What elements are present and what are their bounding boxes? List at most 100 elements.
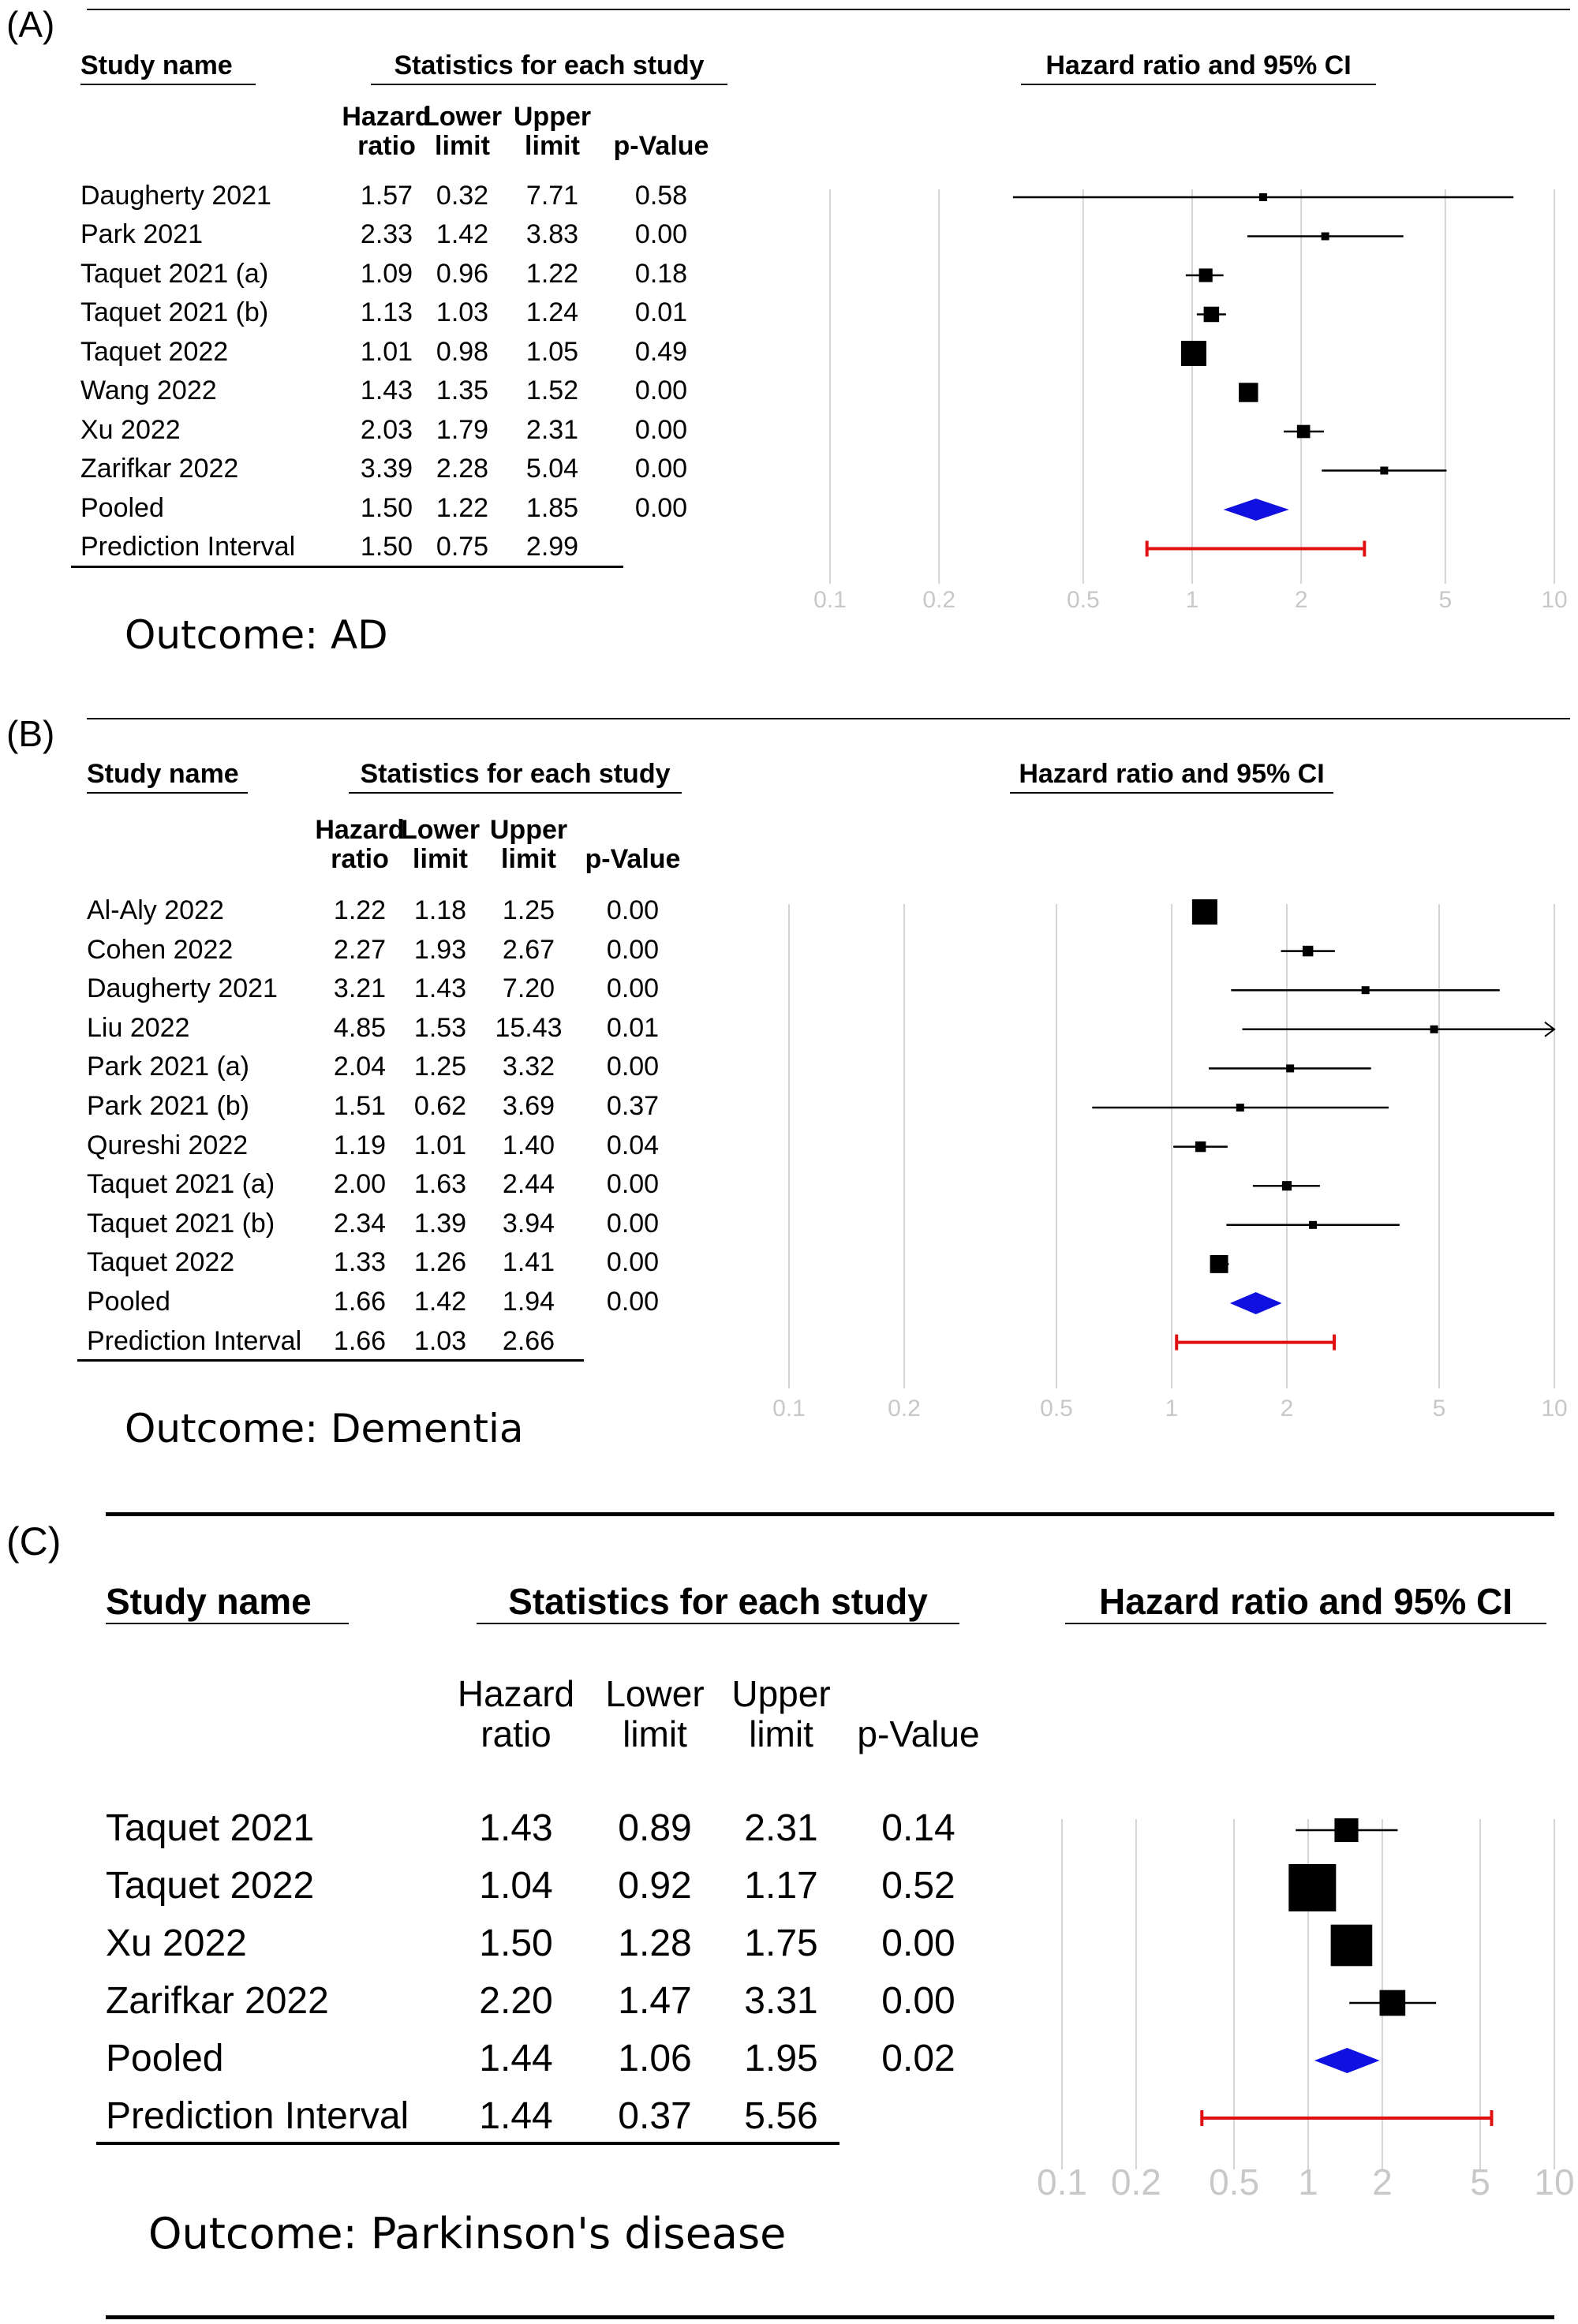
hr-point-box [1321, 232, 1329, 241]
x-tick-label: 0.5 [1040, 1396, 1073, 1422]
header-plot: Hazard ratio and 95% CI [1045, 50, 1352, 80]
header-plot-underline [1065, 1623, 1546, 1624]
p-value-cell: 0.00 [606, 1052, 660, 1082]
lower-limit-cell: 0.37 [618, 2095, 692, 2138]
col-header-hazard-ratio: Hazard ratio [323, 102, 450, 162]
study-name-cell: Park 2021 (a) [87, 1052, 249, 1082]
x-tick-label: 10 [1541, 587, 1567, 613]
study-name-cell: Prediction Interval [87, 1325, 302, 1356]
hr-point-box [1334, 1818, 1359, 1843]
p-value-cell: 0.01 [634, 297, 688, 328]
col-header-line: p-Value [585, 844, 681, 875]
table-bottom-rule [77, 1358, 584, 1362]
col-header-lower-limit: Lower limit [399, 102, 525, 162]
study-name-cell: Liu 2022 [87, 1012, 190, 1043]
panel-top-rule [87, 9, 1570, 10]
hazard-ratio-cell: 1.43 [360, 376, 413, 406]
col-header-line: Hazard [457, 1673, 575, 1714]
lower-limit-cell: 1.42 [436, 219, 489, 250]
p-value-cell: 0.00 [606, 1286, 660, 1317]
upper-limit-cell: 2.66 [502, 1325, 555, 1356]
header-plot-underline [1010, 792, 1333, 794]
panel-label: (A) [6, 4, 55, 45]
lower-limit-cell: 1.47 [618, 1980, 692, 2023]
x-tick-label: 0.5 [1067, 587, 1100, 613]
study-name-cell: Zarifkar 2022 [106, 1980, 329, 2023]
hazard-ratio-cell: 1.50 [360, 492, 413, 523]
lower-limit-cell: 1.63 [413, 1169, 467, 1200]
col-header-line: Upper [489, 815, 568, 845]
hr-point-box [1309, 1220, 1318, 1229]
hr-point-box [1180, 341, 1206, 366]
hazard-ratio-cell: 2.34 [333, 1208, 387, 1239]
lower-limit-cell: 1.22 [436, 492, 489, 523]
p-value-cell: 0.04 [606, 1130, 660, 1160]
x-tick-label: 1 [1298, 2161, 1318, 2203]
header-statistics-underline [477, 1623, 959, 1624]
panel-bottom-rule [106, 2315, 1554, 2319]
x-tick-label: 0.5 [1209, 2161, 1259, 2203]
hazard-ratio-cell: 1.01 [360, 336, 413, 367]
study-name-cell: Al-Aly 2022 [87, 895, 224, 925]
hr-point-box [1191, 899, 1217, 925]
lower-limit-cell: 1.79 [436, 414, 489, 445]
table-bottom-rule [96, 2141, 839, 2145]
p-value-cell: 0.00 [881, 1980, 955, 2023]
lower-limit-cell: 1.42 [413, 1286, 467, 1317]
upper-limit-cell: 2.99 [525, 532, 579, 562]
lower-limit-cell: 0.89 [618, 1807, 692, 1850]
hazard-ratio-cell: 2.04 [333, 1052, 387, 1082]
col-header-line: limit [525, 131, 580, 162]
header-study-name: Study name [106, 1581, 312, 1622]
hazard-ratio-cell: 1.04 [479, 1865, 553, 1907]
study-name-cell: Pooled [80, 492, 164, 523]
study-name-cell: Qureshi 2022 [87, 1130, 249, 1160]
upper-limit-cell: 3.31 [744, 1980, 818, 2023]
study-name-cell: Taquet 2022 [80, 336, 229, 367]
pooled-diamond [1229, 1292, 1282, 1314]
x-tick-label: 2 [1295, 587, 1308, 613]
lower-limit-cell: 1.06 [618, 2038, 692, 2080]
hr-point-box [1203, 306, 1220, 323]
hazard-ratio-cell: 2.20 [479, 1980, 553, 2023]
lower-limit-cell: 1.18 [413, 895, 467, 925]
col-header-p-value: p-Value [598, 103, 724, 162]
study-name-cell: Wang 2022 [80, 376, 217, 406]
col-header-line: limit [413, 844, 468, 875]
hr-point-box [1236, 1104, 1244, 1112]
x-tick-label: 0.2 [922, 587, 955, 613]
x-tick-label: 2 [1281, 1396, 1294, 1422]
col-header-line: Lower [422, 102, 503, 132]
lower-limit-cell: 0.32 [436, 180, 489, 211]
p-value-cell: 0.00 [634, 414, 688, 445]
lower-limit-cell: 1.53 [413, 1012, 467, 1043]
upper-limit-cell: 3.69 [502, 1090, 555, 1121]
hazard-ratio-cell: 1.33 [333, 1247, 387, 1278]
lower-limit-cell: 1.39 [413, 1208, 467, 1239]
p-value-cell: 0.14 [881, 1807, 955, 1850]
upper-limit-cell: 1.85 [525, 492, 579, 523]
upper-limit-cell: 5.56 [744, 2095, 818, 2138]
x-tick-label: 0.2 [888, 1396, 921, 1422]
p-value-cell: 0.00 [606, 973, 660, 1004]
p-value-cell: 0.00 [634, 454, 688, 484]
x-tick-label: 2 [1372, 2161, 1393, 2203]
header-study-name: Study name [87, 759, 239, 789]
lower-limit-cell: 1.03 [436, 297, 489, 328]
hazard-ratio-cell: 1.43 [479, 1807, 553, 1850]
x-tick-label: 10 [1541, 1396, 1567, 1422]
hazard-ratio-cell: 3.39 [360, 454, 413, 484]
p-value-cell: 0.52 [881, 1865, 955, 1907]
header-study-name-underline [87, 792, 248, 794]
study-name-cell: Xu 2022 [106, 1922, 247, 1965]
lower-limit-cell: 1.93 [413, 934, 467, 965]
upper-limit-cell: 15.43 [495, 1012, 563, 1043]
header-plot: Hazard ratio and 95% CI [1098, 1581, 1513, 1622]
hr-point-box [1286, 1064, 1295, 1073]
p-value-cell: 0.00 [606, 895, 660, 925]
hazard-ratio-cell: 1.57 [360, 180, 413, 211]
hazard-ratio-cell: 1.09 [360, 258, 413, 289]
hazard-ratio-cell: 1.44 [479, 2038, 553, 2080]
